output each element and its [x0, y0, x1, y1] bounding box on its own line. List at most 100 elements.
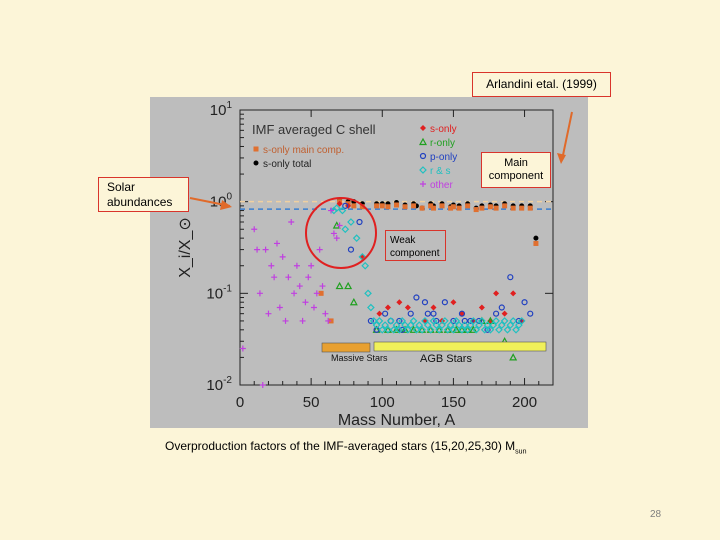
data-point: [282, 317, 289, 324]
data-point: [455, 321, 463, 329]
data-point: [322, 310, 329, 317]
data-point: [446, 321, 455, 329]
data-point: [273, 240, 280, 247]
data-point: [424, 310, 431, 317]
data-point: [374, 203, 380, 209]
data-point: [510, 205, 516, 211]
series: [239, 207, 343, 388]
data-point: [342, 202, 349, 209]
data-point: [469, 317, 478, 325]
data-point: [288, 219, 295, 226]
data-point: [507, 274, 514, 281]
data-point: [347, 218, 355, 226]
data-point: [239, 345, 246, 352]
caption-text: Overproduction factors of the IMF-averag…: [165, 439, 516, 453]
data-point: [332, 204, 341, 212]
data-point: [423, 321, 432, 329]
data-point: [502, 203, 508, 209]
data-point: [463, 325, 472, 334]
data-point: [372, 321, 381, 329]
data-point: [291, 290, 298, 297]
data-point: [381, 321, 389, 329]
data-point: [305, 274, 312, 281]
data-point: [486, 316, 495, 325]
page-number: 28: [650, 509, 662, 520]
data-point: [430, 205, 436, 211]
data-point: [299, 317, 306, 324]
data-point: [429, 317, 438, 325]
data-point: [336, 222, 343, 229]
x-tick-label: 50: [303, 394, 320, 411]
y-tick-label: 10-2: [206, 375, 232, 394]
data-point: [361, 261, 370, 270]
data-point: [319, 283, 326, 290]
data-point: [420, 181, 426, 187]
data-point: [475, 321, 483, 329]
data-point: [433, 317, 440, 325]
data-point: [512, 325, 520, 334]
data-point: [338, 206, 347, 215]
data-point: [351, 203, 357, 209]
legend-label: r-only: [430, 138, 455, 149]
data-point: [402, 204, 408, 210]
data-point: [396, 299, 403, 306]
data-point: [382, 310, 389, 317]
data-point: [335, 281, 344, 290]
data-point: [478, 304, 485, 311]
data-point: [420, 125, 426, 131]
citation-box: Arlandini etal. (1999): [472, 72, 611, 97]
data-point: [352, 234, 361, 242]
solar-abundances-callout: Solar abundances: [98, 177, 189, 212]
arrows: [189, 111, 573, 210]
data-point: [472, 325, 481, 334]
data-point: [392, 321, 401, 329]
data-point: [515, 321, 523, 329]
data-point: [413, 294, 420, 301]
data-point: [259, 382, 266, 388]
caption-subscript: sun: [515, 448, 527, 456]
x-tick-label: 0: [236, 394, 244, 411]
data-point: [254, 246, 261, 253]
data-point: [376, 310, 383, 317]
data-point: [293, 262, 300, 269]
data-point: [341, 225, 350, 234]
legend-label: other: [430, 180, 453, 191]
data-point: [367, 303, 375, 312]
data-point: [271, 274, 278, 281]
data-point: [430, 310, 437, 317]
data-point: [465, 203, 471, 209]
data-point: [268, 262, 275, 269]
data-point: [438, 321, 446, 329]
chart-title: IMF averaged C shell: [252, 122, 376, 137]
data-point: [407, 310, 414, 317]
data-point: [415, 321, 424, 329]
data-point: [395, 325, 404, 334]
data-point: [441, 317, 449, 325]
data-point: [495, 325, 503, 334]
data-point: [510, 290, 517, 297]
data-point: [498, 304, 505, 311]
legend-label: s-only total: [263, 159, 311, 170]
solar-arrowhead: [220, 200, 232, 210]
data-point: [419, 152, 427, 160]
weak-component-callout: Weak component: [385, 230, 446, 261]
data-point: [489, 321, 498, 329]
y-tick-label: 101: [210, 100, 233, 119]
data-point: [421, 317, 429, 325]
data-point: [328, 207, 335, 214]
data-point: [318, 290, 324, 296]
data-point: [449, 325, 458, 334]
data-point: [441, 299, 448, 306]
data-point: [458, 325, 466, 334]
data-point: [367, 317, 374, 325]
data-point: [426, 325, 435, 334]
data-point: [344, 281, 353, 290]
data-point: [308, 262, 315, 269]
data-point: [401, 321, 409, 329]
data-point: [394, 202, 399, 208]
data-point: [480, 325, 489, 334]
data-point: [473, 207, 479, 213]
data-point: [302, 299, 309, 306]
data-point: [487, 204, 493, 210]
